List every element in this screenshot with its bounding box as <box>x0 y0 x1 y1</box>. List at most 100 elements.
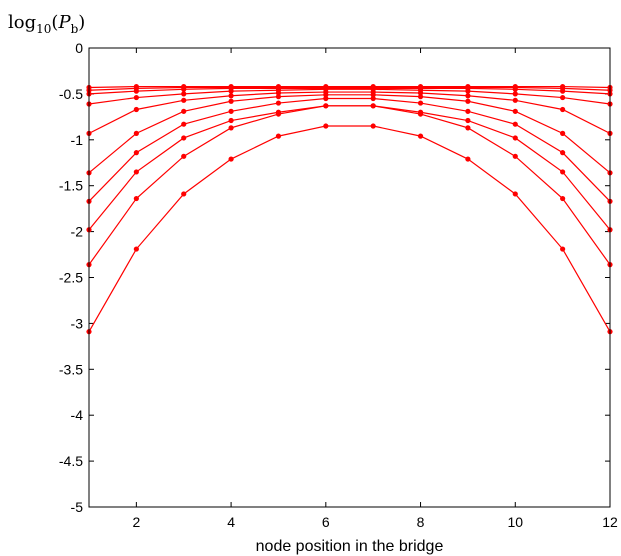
data-point <box>228 156 234 162</box>
data-point <box>465 125 471 131</box>
x-tick-label: 6 <box>322 514 330 530</box>
data-point <box>465 108 471 114</box>
x-axis-ticks: 2 4 6 8 10 12 <box>132 48 618 530</box>
data-point <box>417 94 424 100</box>
data-point <box>512 153 518 159</box>
y-tick-label: -2 <box>71 224 84 240</box>
data-point <box>133 88 139 94</box>
data-point <box>133 246 139 252</box>
data-point <box>560 246 566 252</box>
y-tick-label: -2.5 <box>59 270 83 286</box>
data-point <box>560 130 566 136</box>
data-point <box>181 97 187 103</box>
series-line-10 <box>88 125 611 332</box>
y-tick-label: -3.5 <box>59 361 83 377</box>
data-point <box>370 95 376 102</box>
data-point <box>465 93 471 99</box>
y-label-open: ( <box>51 12 58 33</box>
y-tick-label: -4.5 <box>59 453 83 469</box>
data-point <box>133 130 139 136</box>
y-tick-label: -1 <box>71 132 84 148</box>
data-point <box>370 103 376 109</box>
data-point <box>275 111 282 117</box>
data-point <box>323 95 329 102</box>
series-line-2 <box>88 86 611 91</box>
data-point <box>323 103 329 109</box>
x-tick-label: 2 <box>132 514 140 530</box>
series-line-8 <box>88 105 611 231</box>
data-point <box>133 169 139 175</box>
y-tick-label: 0 <box>75 40 83 56</box>
data-point <box>228 108 234 114</box>
series-line-9 <box>88 105 611 265</box>
data-point <box>512 91 518 97</box>
series-line-5 <box>88 91 611 134</box>
data-point <box>323 92 329 98</box>
data-point <box>181 135 187 141</box>
data-point <box>181 121 187 127</box>
data-point <box>228 117 234 124</box>
data-point <box>181 153 187 159</box>
data-point <box>417 90 424 96</box>
data-point <box>275 94 282 100</box>
data-point <box>133 150 139 156</box>
y-tick-label: -0.5 <box>59 86 83 102</box>
data-point <box>560 169 566 175</box>
y-label-sub: b <box>71 22 79 36</box>
data-point <box>512 86 518 92</box>
data-point <box>417 111 424 117</box>
series-line-7 <box>88 97 611 202</box>
data-point <box>560 94 566 101</box>
plot-area <box>86 83 613 335</box>
data-point <box>133 195 139 202</box>
data-point <box>465 98 471 104</box>
data-point <box>228 98 234 104</box>
data-point <box>465 88 471 94</box>
x-tick-label: 12 <box>602 514 618 530</box>
data-point <box>560 88 566 94</box>
y-tick-label: -5 <box>71 499 84 515</box>
y-label-log: log <box>8 12 36 33</box>
data-point <box>133 106 139 113</box>
data-point <box>228 125 234 131</box>
series-line-4 <box>88 88 611 105</box>
data-point <box>275 133 282 139</box>
data-point <box>560 150 566 156</box>
x-tick-label: 10 <box>507 514 523 530</box>
data-point <box>512 121 518 127</box>
data-point <box>512 191 518 197</box>
data-point <box>228 88 234 94</box>
series-line-1 <box>88 85 611 89</box>
svg-text:log10(Pb): log10(Pb) <box>8 12 85 36</box>
y-axis-label: log10(Pb) <box>8 12 85 36</box>
data-point <box>512 135 518 141</box>
data-point <box>181 191 187 197</box>
y-label-var: P <box>57 12 71 33</box>
data-point <box>512 97 518 103</box>
y-label-base: 10 <box>36 22 51 36</box>
data-point <box>512 108 518 114</box>
data-point <box>275 100 282 106</box>
data-point <box>560 195 566 202</box>
y-tick-label: -4 <box>71 407 84 423</box>
data-point <box>560 106 566 113</box>
x-axis-label: node position in the bridge <box>256 538 444 555</box>
y-tick-label: -1.5 <box>59 178 83 194</box>
y-tick-label: -3 <box>71 315 84 331</box>
series-line-3 <box>88 87 611 95</box>
y-axis-ticks: 0 -0.5 -1 -1.5 -2 -2.5 -3 -3.5 -4 -4.5 -5 <box>59 40 610 515</box>
x-tick-label: 8 <box>417 514 425 530</box>
data-point <box>370 123 376 129</box>
data-point <box>133 94 139 101</box>
x-tick-label: 4 <box>227 514 235 530</box>
y-label-close: ) <box>78 12 85 33</box>
data-point <box>370 92 376 98</box>
data-point <box>417 133 424 139</box>
plot-frame <box>88 47 611 508</box>
data-point <box>323 123 329 129</box>
data-point <box>181 91 187 97</box>
data-point <box>228 93 234 99</box>
series-line-6 <box>88 94 611 174</box>
data-point <box>465 117 471 124</box>
